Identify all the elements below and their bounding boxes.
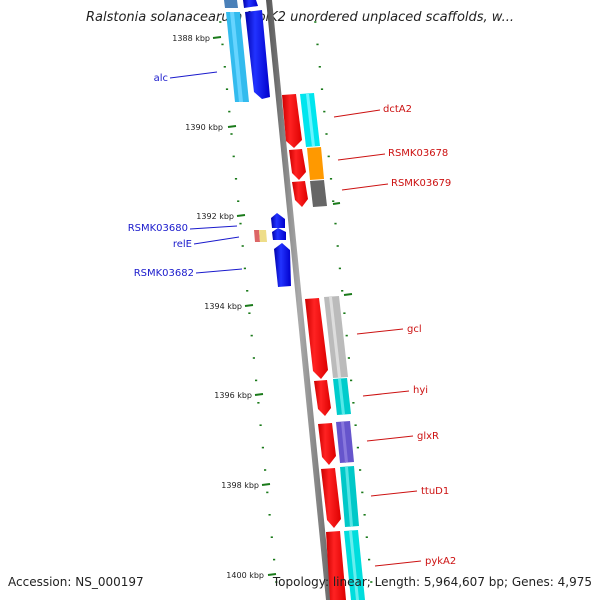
gene-label-leader [333,109,381,118]
gene-label-dctA2: dctA2 [383,104,412,115]
gene-hyi[interactable]: hyi [314,378,428,416]
gene-dctA2[interactable]: dctA2 [282,93,412,148]
cog-color-bar-highlight [341,422,348,463]
svg-text:1394 kbp: 1394 kbp [204,302,242,311]
forward-strand-gene-arrow [326,531,346,600]
scale-1388: 1388 kbp [172,34,222,43]
gene-relE[interactable]: relE [173,213,286,250]
svg-text:1390 kbp: 1390 kbp [185,123,223,132]
gene-RSMK03680[interactable]: RSMK03680 [128,223,260,242]
gene-label-pykA2: pykA2 [425,556,456,567]
scale-1390: 1390 kbp [185,123,237,132]
feature-mark [343,293,353,296]
gene-label-leader [366,435,414,442]
gene-label-leader [195,268,243,274]
map-title: Ralstonia solanacearum MolK2 unordered u… [85,10,514,25]
gene-label-alc: alc [154,73,168,84]
gene-RSMK03679[interactable]: RSMK03679 [292,178,451,207]
gene-gcl[interactable]: gcl [305,296,422,379]
gene-label-leader [370,490,418,497]
reverse-strand-gene-arrow [274,243,291,287]
gene-RSMK03678[interactable]: RSMK03678 [289,147,448,180]
cog-color-bar-highlight [349,531,359,600]
genome-summary: Topology: linear; Length: 5,964,607 bp; … [272,575,592,589]
cog-color-bar-highlight [338,379,345,415]
reverse-strand-gene-arrow [245,10,270,101]
forward-strand-gene-arrow [318,423,336,465]
right-tick-track [314,21,373,583]
gene-label-leader [337,153,386,161]
gene-label-glxR: glxR [417,431,439,442]
gene-label-relE: relE [173,239,192,250]
forward-strand-gene-arrow [282,94,302,148]
forward-strand-gene-arrow [305,298,328,379]
gene-label-leader [356,328,404,335]
gene-label-RSMK03680: RSMK03680 [128,223,188,234]
gene-label-leader [193,236,240,245]
gene-label-ttuD1: ttuD1 [421,486,449,497]
cog-color-bar-highlight [329,297,341,378]
forward-strand-gene-arrow [292,181,308,207]
gene-RSMK03682[interactable]: RSMK03682 [134,243,291,287]
gene-label-RSMK03682: RSMK03682 [134,268,194,279]
forward-strand-gene-arrow [321,468,341,528]
cog-color-bar [254,230,260,242]
gene-label-RSMK03678: RSMK03678 [388,148,448,159]
gene-label-RSMK03679: RSMK03679 [391,178,451,189]
gene-label-leader [374,560,422,567]
svg-text:1398 kbp: 1398 kbp [221,481,259,490]
gene-label-leader [341,183,389,191]
gene-label-gcl: gcl [407,324,422,335]
svg-text:1400 kbp: 1400 kbp [226,571,264,580]
gene-label-hyi: hyi [413,385,428,396]
accession-label: Accession: NS_000197 [8,575,144,589]
scale-1398: 1398 kbp [221,481,271,490]
gene-label-leader [169,71,218,79]
gene-alc[interactable]: alc [154,10,270,102]
svg-text:1396 kbp: 1396 kbp [214,391,252,400]
cog-color-bar-highlight [306,94,315,147]
svg-text:1388 kbp: 1388 kbp [172,34,210,43]
reverse-strand-gene-arrow [243,0,258,8]
reverse-strand-gene-arrow [272,228,286,240]
scale-1392: 1392 kbp [196,212,246,221]
chromosome-backbone [266,0,332,600]
svg-text:1392 kbp: 1392 kbp [196,212,234,221]
forward-strand-gene-arrow [289,149,306,180]
feature-mark [332,202,341,205]
gene-pykA2[interactable]: pykA2 [326,530,456,600]
left-tick-track [219,21,278,583]
gene-glxR[interactable]: glxR [318,421,439,465]
scale-1400: 1400 kbp [226,571,277,580]
cog-color-bar [310,180,327,207]
scale-1396: 1396 kbp [214,391,264,400]
forward-strand-gene-arrow [314,380,331,416]
gene-ttuD1[interactable]: ttuD1 [321,466,449,528]
gene-label-leader [189,225,238,230]
cog-color-bar-highlight [345,467,353,527]
cog-color-bar-highlight [230,12,243,102]
cog-color-bar [259,230,267,242]
cog-color-bar [307,147,324,180]
cog-color-bar [224,0,238,8]
scale-1394: 1394 kbp [204,302,254,311]
reverse-strand-gene-arrow [271,213,285,228]
gene-label-leader [362,390,410,397]
